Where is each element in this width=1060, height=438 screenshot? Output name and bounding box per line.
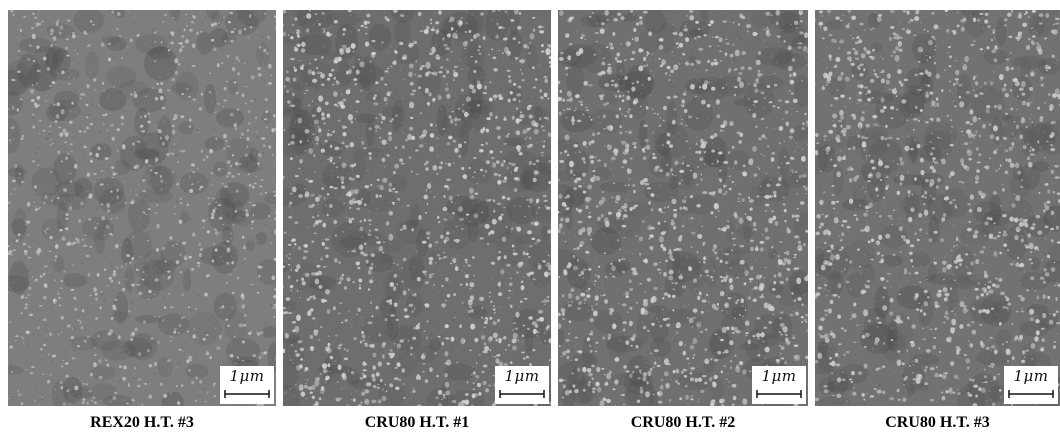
scale-bar-label: 1μm xyxy=(1013,367,1049,385)
micrograph-texture xyxy=(8,10,276,406)
scale-bar: 1μm xyxy=(752,366,806,404)
scale-bar-line xyxy=(224,390,270,398)
micrograph-cru80-ht1: 1μm xyxy=(283,10,551,406)
caption-cru80-ht1: CRU80 H.T. #1 xyxy=(364,414,470,431)
micrograph-cru80-ht2: 1μm xyxy=(558,10,808,406)
micrograph-texture xyxy=(283,10,551,406)
scale-bar: 1μm xyxy=(1004,366,1058,404)
scale-bar-label: 1μm xyxy=(229,367,265,385)
micrograph-texture xyxy=(558,10,808,406)
scale-bar: 1μm xyxy=(495,366,549,404)
scale-bar-line xyxy=(499,390,545,398)
caption-rex20-ht3: REX20 H.T. #3 xyxy=(90,414,194,431)
scale-bar-line xyxy=(756,390,802,398)
micrograph-texture xyxy=(815,10,1060,406)
scale-bar-line xyxy=(1008,390,1054,398)
scale-bar-label: 1μm xyxy=(504,367,540,385)
caption-cru80-ht2: CRU80 H.T. #2 xyxy=(630,414,736,431)
micrograph-rex20-ht3: 1μm xyxy=(8,10,276,406)
scale-bar-label: 1μm xyxy=(761,367,797,385)
caption-cru80-ht3: CRU80 H.T. #3 xyxy=(885,414,990,431)
scale-bar: 1μm xyxy=(220,366,274,404)
micrograph-cru80-ht3: 1μm xyxy=(815,10,1060,406)
